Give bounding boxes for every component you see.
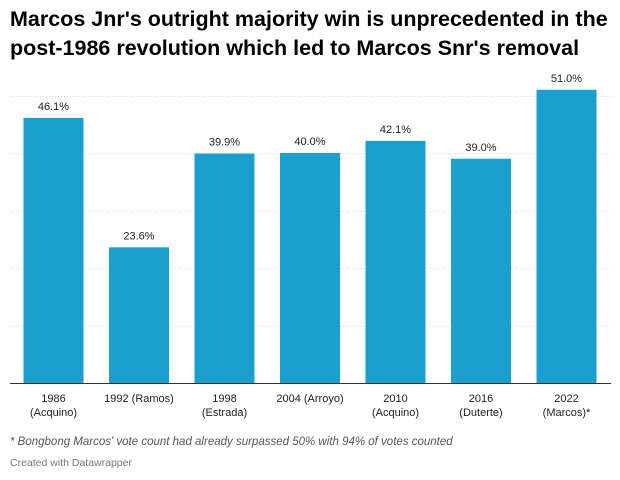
bar xyxy=(23,117,84,384)
x-tick-label: (Acquino) xyxy=(30,407,77,419)
x-tick-label: (Estrada) xyxy=(202,407,247,419)
bar xyxy=(365,140,426,383)
x-tick-label: 1998 xyxy=(212,393,236,405)
bar-value-label: 42.1% xyxy=(380,124,411,136)
bar xyxy=(194,153,255,383)
bar-value-label: 39.0% xyxy=(465,142,496,154)
x-tick-label: (Acquino) xyxy=(372,407,419,419)
bar-value-label: 23.6% xyxy=(123,230,154,242)
bar xyxy=(451,158,511,383)
bar-value-label: 39.9% xyxy=(209,137,240,149)
x-tick-label: 2004 (Arroyo) xyxy=(276,393,343,405)
bar xyxy=(280,153,340,383)
x-tick-label: (Marcos)* xyxy=(543,407,591,419)
x-tick-label: 1986 xyxy=(41,393,65,405)
bar-chart: 46.1% 1986 (Acquino) 23.6% 1992 (Ramos) 39.9%… xyxy=(10,73,611,419)
bar-value-label: 51.0% xyxy=(551,73,582,85)
x-tick-label: (Duterte) xyxy=(459,407,502,419)
bar-value-label: 40.0% xyxy=(294,136,325,148)
x-tick-label: 2016 xyxy=(469,393,493,405)
bar-value-label: 46.1% xyxy=(38,101,69,113)
chart-title: Marcos Jnr's outright majority win is un… xyxy=(10,7,608,60)
x-tick-label: 2022 xyxy=(554,393,578,405)
bar xyxy=(536,89,597,383)
footnote: * Bongbong Marcos' vote count had alread… xyxy=(10,436,453,448)
x-tick-label: 2010 xyxy=(383,393,407,405)
bar xyxy=(109,247,169,383)
credit-line: Created with Datawrapper xyxy=(10,457,132,469)
x-tick-label: 1992 (Ramos) xyxy=(104,393,174,405)
